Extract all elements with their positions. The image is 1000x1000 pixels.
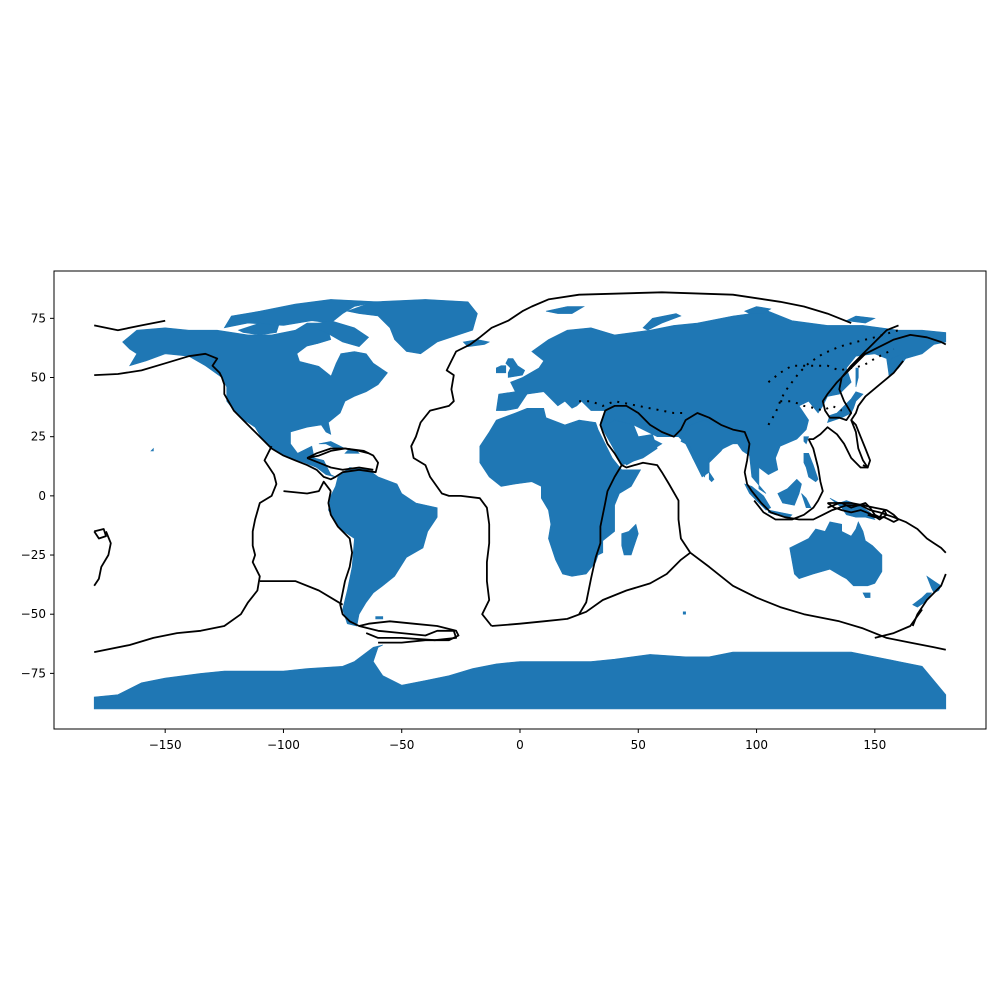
boundary-arctic-gakkel — [94, 319, 166, 332]
land-layer — [93, 299, 947, 710]
land-novaya-zemlya — [642, 313, 682, 331]
land-new-siberian-islands — [845, 315, 876, 324]
land-new-zealand-south — [912, 592, 933, 608]
boundary-mariana-loop — [850, 419, 871, 469]
boundary-scotia-arc — [358, 620, 460, 644]
land-australia — [789, 521, 883, 587]
y-tick-label: 75 — [31, 311, 46, 325]
land-ireland — [495, 365, 507, 374]
land-south-america — [328, 467, 438, 627]
plate-boundaries-layer — [93, 291, 947, 653]
land-north-america — [122, 322, 388, 478]
x-tick-label: −50 — [389, 738, 414, 752]
boundary-kurile-loop — [821, 324, 947, 422]
x-tick-label: 0 — [516, 738, 524, 752]
boundary-fiji-loop — [93, 528, 107, 540]
land-hawaii — [150, 447, 154, 452]
x-axis: −150 −100 −50 0 50 100 150 — [149, 729, 886, 752]
land-british-isles — [505, 358, 526, 378]
boundary-chile-rise — [259, 580, 344, 606]
land-borneo — [777, 478, 802, 506]
boundary-caribbean-north — [306, 447, 369, 459]
land-svalbard — [545, 306, 585, 314]
y-tick-label: −50 — [21, 607, 46, 621]
boundary-mid-atlantic-ridge — [410, 291, 852, 627]
x-tick-label: −100 — [267, 738, 300, 752]
boundary-japan-trench — [808, 360, 904, 469]
boundary-east-pacific-rise — [94, 445, 278, 653]
boundary-cocos-galapagos-ridge — [283, 480, 332, 495]
y-tick-label: 50 — [31, 371, 46, 385]
boundary-red-sea-rift — [599, 404, 947, 554]
land-sakhalin — [855, 367, 859, 388]
land-tasmania — [862, 592, 871, 598]
boundary-tonga-kermadec-trench — [93, 531, 112, 587]
y-axis: 75 50 25 0 −25 −50 −75 — [21, 311, 54, 680]
land-taiwan — [803, 436, 810, 445]
boundary-philippine-trench — [753, 438, 824, 521]
boundary-macquarie-ridge — [874, 608, 923, 639]
boundary-central-indian-ridge — [621, 461, 692, 554]
x-tick-label: 50 — [631, 738, 646, 752]
land-kerguelen — [682, 611, 686, 615]
boundary-southeast-indian-ridge — [689, 551, 946, 651]
boundary-nazca-south-america-trench — [327, 490, 458, 642]
y-tick-label: 0 — [38, 489, 46, 503]
y-tick-label: 25 — [31, 430, 46, 444]
boundary-amur-dots — [767, 329, 899, 426]
boundary-southwest-indian-ridge — [491, 551, 691, 627]
boundary-asia-interior-dots — [767, 348, 895, 383]
land-sulawesi — [801, 493, 812, 509]
land-baffin-island — [306, 320, 370, 348]
land-india — [680, 419, 739, 478]
land-sri-lanka — [708, 471, 715, 483]
land-europe-asia — [495, 310, 947, 494]
x-tick-label: −150 — [149, 738, 182, 752]
y-tick-label: −25 — [21, 548, 46, 562]
boundary-aleutian-trench — [94, 352, 380, 481]
x-tick-label: 100 — [745, 738, 768, 752]
x-tick-label: 150 — [863, 738, 886, 752]
boundary-caribbean-south — [306, 457, 374, 471]
land-hudson-bay-water — [297, 344, 341, 376]
land-falklands — [375, 616, 384, 620]
land-victoria-island — [237, 322, 280, 336]
land-madagascar — [621, 523, 639, 556]
boundary-indonesia-tangle — [827, 502, 888, 521]
land-antarctica — [93, 644, 947, 710]
land-philippines — [803, 452, 819, 483]
y-tick-label: −75 — [21, 666, 46, 680]
land-greenland — [346, 299, 478, 355]
land-severnaya-zemlya — [743, 306, 772, 314]
land-arctic-islands — [223, 299, 379, 329]
boundary-east-african-rift — [578, 464, 623, 615]
